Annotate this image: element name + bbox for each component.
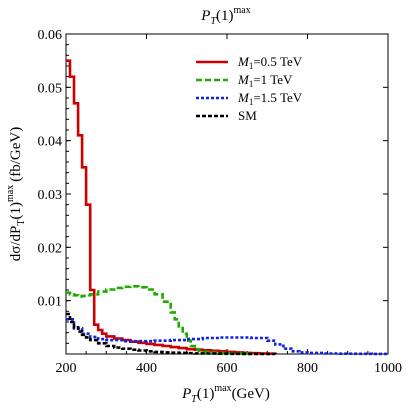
y-tick-label: 0.06 [38,28,63,43]
y-axis: 0.01 0.02 0.03 0.04 0.05 0.06 [38,28,388,344]
x-axis-title: PT(1)max(GeV) [181,383,270,405]
x-tick-label: 800 [297,361,318,376]
y-tick-label: 0.03 [38,188,63,203]
x-tick-label: 600 [217,361,238,376]
y-tick-label: 0.02 [38,241,63,256]
plot-frame [65,33,389,355]
legend-label: M1=1.5 TeV [237,90,303,107]
y-tick-label: 0.04 [38,135,63,150]
series-line-3 [66,312,277,356]
legend-label: M1=0.5 TeV [237,54,303,71]
series-layer [66,59,390,356]
legend-label: SM [238,108,257,123]
chart-title: PT(1)max [200,5,250,27]
series-line-2 [66,318,390,356]
legend-label: M1=1 TeV [237,72,293,89]
y-axis-title: dσ/dPT(1)max(fb/GeV) [5,127,27,261]
y-tick-label: 0.01 [38,295,63,310]
series-line-0 [66,59,277,355]
x-tick-label: 200 [56,361,77,376]
y-tick-label: 0.05 [38,81,63,96]
x-tick-label: 400 [136,361,157,376]
x-axis: 200 400 600 800 1000 [56,34,402,376]
x-tick-label: 1000 [374,361,402,376]
